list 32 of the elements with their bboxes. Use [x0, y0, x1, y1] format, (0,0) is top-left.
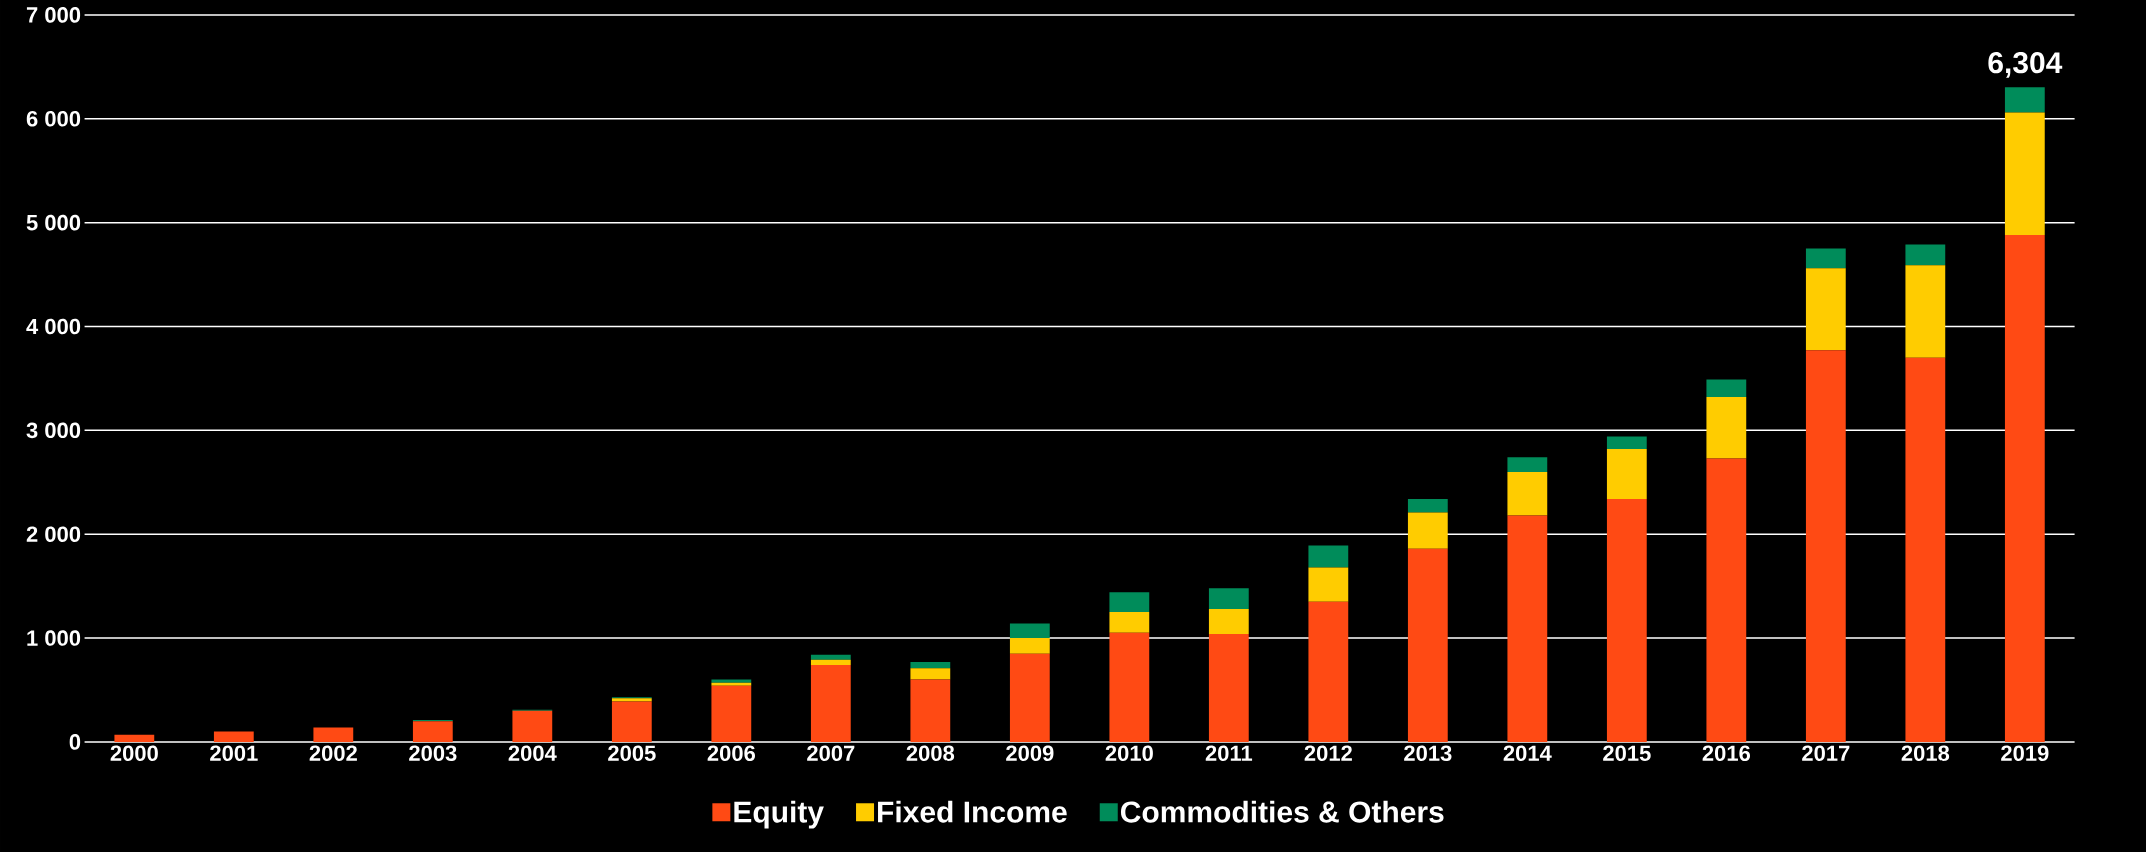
x-tick-label: 2014 [1503, 745, 1552, 762]
x-tick-label: 2019 [2001, 745, 2049, 762]
x-tick-label: 2000 [110, 745, 158, 762]
x-tick-label: 2011 [1205, 745, 1253, 762]
x-tick-label: 2001 [210, 745, 258, 762]
x-tick-label: 2017 [1802, 745, 1850, 762]
legend-label: Commodities & Others [1120, 800, 1444, 823]
x-tick-label: 2008 [906, 745, 955, 762]
x-tick-label: 2006 [707, 745, 756, 762]
x-tick-label: 2007 [807, 745, 855, 762]
y-tick-label: 1 000 [27, 630, 81, 646]
legend-label: Fixed Income [878, 800, 1067, 823]
x-tick-label: 2015 [1603, 745, 1651, 762]
y-tick-label: 3 000 [26, 422, 81, 439]
x-tick-label: 2004 [508, 745, 557, 762]
x-tick-label: 2013 [1404, 745, 1452, 762]
y-tick-label: 6 000 [26, 110, 81, 127]
legend-label: Equity [734, 800, 824, 829]
x-tick-label: 2003 [409, 745, 457, 762]
y-tick-label: 7 000 [26, 7, 81, 23]
y-tick-label: 0 [69, 734, 81, 750]
x-tick-label: 2005 [608, 745, 656, 762]
y-tick-label: 2 000 [26, 526, 81, 542]
x-tick-label: 2012 [1304, 745, 1352, 762]
total-label: 6,304 [1988, 52, 2063, 78]
x-tick-label: 2010 [1105, 745, 1153, 762]
y-tick-label: 4 000 [26, 318, 81, 335]
y-tick-label: 5 000 [26, 214, 81, 231]
x-tick-label: 2002 [309, 745, 357, 762]
x-tick-label: 2018 [1901, 745, 1950, 762]
x-tick-label: 2009 [1006, 745, 1054, 762]
x-tick-label: 2016 [1702, 745, 1751, 762]
